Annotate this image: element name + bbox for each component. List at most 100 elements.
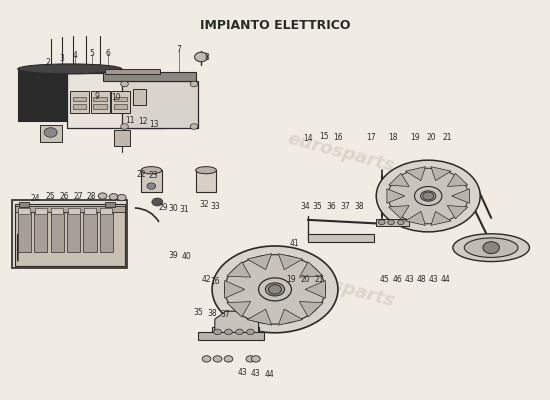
Polygon shape (305, 280, 326, 298)
Ellipse shape (421, 191, 436, 201)
Bar (40, 124, 62, 142)
Ellipse shape (196, 167, 217, 174)
Bar (67, 212, 80, 252)
Bar (113, 130, 130, 146)
Bar (51, 208, 63, 214)
Bar (15, 204, 124, 266)
Text: 18: 18 (388, 133, 398, 142)
Polygon shape (299, 302, 323, 317)
Bar (196, 170, 217, 192)
Text: 40: 40 (182, 252, 191, 261)
Text: 27: 27 (73, 192, 83, 200)
Text: 13: 13 (148, 120, 158, 129)
Text: 29: 29 (158, 204, 168, 212)
Bar (91, 91, 110, 113)
Bar (106, 202, 115, 207)
Bar (18, 69, 122, 120)
Text: IMPIANTO ELETTRICO: IMPIANTO ELETTRICO (200, 19, 350, 32)
Bar (19, 202, 29, 207)
Ellipse shape (415, 186, 442, 206)
Bar (141, 170, 162, 192)
Text: 26: 26 (59, 192, 69, 200)
Text: 43: 43 (251, 369, 261, 378)
Text: 43: 43 (429, 275, 438, 284)
Text: 16: 16 (333, 133, 343, 142)
Circle shape (423, 192, 434, 200)
Text: 12: 12 (138, 117, 147, 126)
Text: 43: 43 (404, 275, 414, 284)
Bar (113, 97, 127, 102)
Text: 35: 35 (194, 308, 204, 316)
Circle shape (44, 128, 57, 137)
Circle shape (398, 220, 404, 225)
Text: 48: 48 (417, 275, 426, 284)
Text: 35: 35 (313, 202, 322, 211)
Ellipse shape (464, 238, 518, 257)
Polygon shape (278, 309, 303, 325)
Circle shape (202, 356, 211, 362)
Polygon shape (452, 189, 470, 203)
Bar (111, 91, 130, 113)
Text: 11: 11 (125, 116, 135, 125)
Polygon shape (388, 173, 409, 186)
Bar (103, 72, 196, 81)
Bar (68, 208, 80, 214)
Bar (18, 208, 30, 214)
Ellipse shape (224, 255, 326, 324)
Text: 38: 38 (354, 202, 364, 211)
Circle shape (224, 329, 232, 335)
Polygon shape (447, 206, 468, 219)
Circle shape (195, 52, 208, 62)
Bar (67, 73, 166, 128)
Bar (94, 97, 107, 102)
Text: 9: 9 (95, 92, 100, 101)
Ellipse shape (266, 283, 284, 296)
Circle shape (268, 285, 282, 294)
Bar (113, 104, 127, 109)
Text: 38: 38 (207, 309, 217, 318)
Text: 23: 23 (148, 171, 158, 180)
Polygon shape (405, 212, 426, 226)
Bar (73, 104, 86, 109)
Text: 6: 6 (106, 48, 111, 58)
Text: 45: 45 (379, 275, 389, 284)
Bar (12, 200, 127, 268)
Polygon shape (299, 262, 323, 277)
Polygon shape (447, 173, 468, 186)
Text: 5: 5 (89, 49, 94, 58)
Text: 19: 19 (287, 275, 296, 284)
Text: eurosparts: eurosparts (285, 264, 397, 310)
Ellipse shape (376, 160, 480, 232)
Bar (35, 208, 47, 214)
Circle shape (147, 183, 156, 189)
Circle shape (378, 220, 385, 225)
Bar (84, 212, 97, 252)
Circle shape (251, 356, 260, 362)
Ellipse shape (141, 167, 162, 174)
Polygon shape (215, 311, 258, 337)
Circle shape (109, 194, 118, 200)
Text: 31: 31 (180, 205, 190, 214)
Text: 3: 3 (59, 54, 64, 64)
Circle shape (190, 124, 198, 129)
Polygon shape (431, 167, 451, 180)
Text: 15: 15 (320, 132, 329, 141)
Text: 21: 21 (314, 275, 323, 284)
Text: 32: 32 (199, 200, 208, 209)
Text: 10: 10 (112, 93, 121, 102)
Bar (106, 68, 160, 74)
Text: 33: 33 (210, 202, 219, 211)
Polygon shape (431, 212, 451, 226)
Text: 37: 37 (221, 310, 230, 318)
Bar (70, 91, 89, 113)
Text: 16: 16 (210, 277, 219, 286)
Text: 25: 25 (46, 192, 56, 200)
Text: 22: 22 (136, 170, 146, 179)
Circle shape (152, 198, 163, 206)
Polygon shape (405, 167, 426, 180)
Text: 20: 20 (300, 275, 310, 284)
Bar (122, 81, 199, 128)
Polygon shape (387, 189, 405, 203)
Text: 37: 37 (340, 202, 350, 211)
Text: 44: 44 (265, 370, 274, 379)
